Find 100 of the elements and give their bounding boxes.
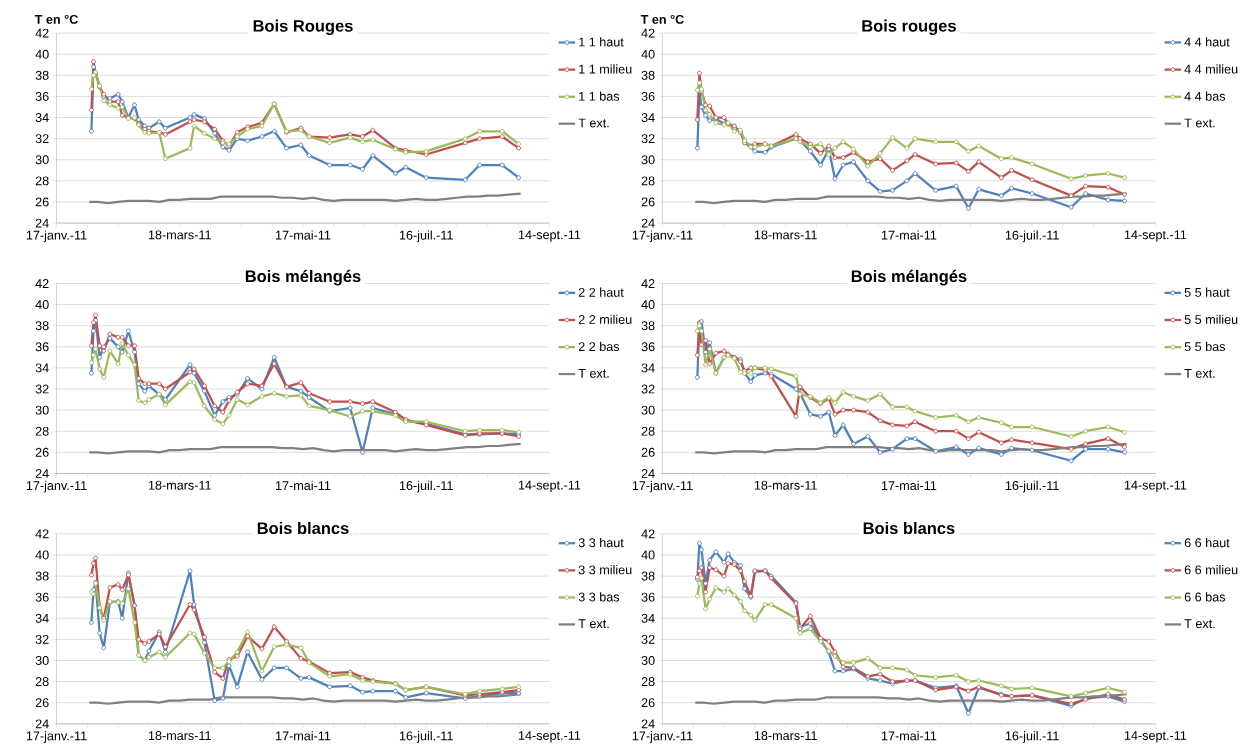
legend-label: 6 6 bas: [1184, 592, 1226, 602]
y-axis-title: T en °C: [34, 14, 78, 24]
y-tick-label: 28: [641, 426, 655, 436]
x-tick-label: 18-mars-11: [148, 230, 211, 240]
x-tick-label: 17-mai-11: [881, 480, 937, 490]
y-tick-label: 34: [35, 113, 49, 122]
x-tick-label: 17-janv.-11: [632, 230, 693, 243]
y-tick-label: 30: [35, 655, 49, 665]
x-tick-label: 18-mars-11: [148, 731, 211, 741]
x-tick-label: 14-sept.-11: [1124, 480, 1187, 493]
y-tick-label: 38: [641, 321, 655, 331]
y-tick-label: 42: [641, 529, 655, 539]
legend-label: 2 2 milieu: [578, 314, 632, 324]
y-tick-label: 36: [641, 91, 655, 101]
x-tick-label: 14-sept.-11: [518, 731, 581, 743]
x-tick-label: 17-mai-11: [881, 731, 937, 741]
y-tick-label: 28: [35, 426, 49, 436]
x-tick-label: 17-janv.-11: [26, 731, 87, 743]
y-tick-label: 32: [35, 134, 49, 144]
y-tick-label: 24: [35, 218, 49, 228]
legend-label: 2 2 haut: [578, 287, 624, 297]
y-tick-label: 24: [35, 469, 49, 478]
y-tick-label: 28: [35, 176, 49, 186]
y-tick-label: 24: [641, 469, 655, 478]
x-tick-label: 16-juil.-11: [399, 480, 453, 493]
legend-label: 5 5 haut: [1184, 287, 1230, 297]
legend-label: 3 3 haut: [578, 537, 624, 548]
y-tick-label: 32: [641, 134, 655, 144]
y-tick-label: 36: [641, 592, 655, 602]
legend-label: 3 3 bas: [578, 592, 620, 602]
legend-label: T ext.: [1184, 368, 1215, 378]
y-tick-label: 34: [641, 613, 655, 623]
x-tick-label: 16-juil.-11: [1005, 731, 1059, 743]
y-tick-label: 26: [641, 698, 655, 708]
x-tick-label: 18-mars-11: [754, 480, 817, 490]
chart-title: Bois blancs: [257, 521, 349, 535]
x-tick-label: 17-mai-11: [276, 480, 331, 490]
y-tick-label: 40: [35, 49, 49, 59]
x-tick-label: 17-mai-11: [276, 230, 331, 240]
y-tick-label: 40: [641, 49, 655, 59]
y-tick-label: 28: [641, 677, 655, 687]
legend-label: 1 1 bas: [579, 91, 620, 101]
y-tick-label: 30: [35, 155, 49, 165]
y-tick-label: 34: [35, 363, 49, 373]
legend-label: T ext.: [578, 118, 609, 128]
x-tick-label: 17-janv.-11: [632, 731, 693, 743]
chart-title: Bois rouges: [862, 19, 956, 35]
y-tick-label: 26: [641, 447, 655, 457]
y-tick-label: 42: [641, 28, 655, 38]
y-tick-label: 36: [35, 91, 49, 101]
legend-label: 6 6 haut: [1184, 537, 1230, 548]
y-tick-label: 36: [35, 592, 49, 602]
legend-label: 5 5 bas: [1184, 341, 1226, 352]
y-tick-label: 32: [641, 634, 655, 644]
y-tick-label: 24: [641, 719, 655, 729]
x-tick-label: 18-mars-11: [754, 230, 817, 240]
y-tick-label: 32: [35, 634, 49, 644]
x-tick-label: 18-mars-11: [754, 731, 817, 741]
y-tick-label: 42: [35, 529, 49, 539]
chart-title: Bois Rouges: [253, 19, 353, 35]
y-tick-label: 24: [35, 719, 49, 729]
chart-title: Bois mélangés: [245, 269, 361, 286]
y-tick-label: 40: [35, 550, 49, 560]
y-tick-label: 42: [35, 28, 49, 38]
x-tick-label: 14-sept.-11: [1124, 230, 1187, 242]
y-tick-label: 26: [35, 698, 49, 708]
legend-label: 4 4 bas: [1184, 91, 1226, 101]
x-tick-label: 16-juil.-11: [1005, 480, 1059, 493]
chart-title: Bois mélangés: [851, 269, 967, 286]
y-tick-label: 40: [641, 550, 655, 560]
y-tick-label: 40: [35, 300, 49, 310]
legend-label: 1 1 haut: [579, 37, 624, 47]
y-tick-label: 30: [641, 405, 655, 415]
x-tick-label: 17-mai-11: [276, 731, 331, 741]
legend-label: 5 5 milieu: [1184, 314, 1238, 324]
y-tick-label: 28: [641, 176, 655, 186]
legend-label: T ext.: [578, 368, 609, 378]
y-tick-label: 42: [641, 279, 655, 288]
y-tick-label: 28: [35, 677, 49, 687]
y-tick-label: 26: [35, 197, 49, 207]
y-tick-label: 38: [641, 70, 655, 80]
x-tick-label: 16-juil.-11: [1005, 230, 1059, 243]
x-tick-label: 17-mai-11: [881, 230, 937, 240]
x-tick-label: 18-mars-11: [148, 480, 211, 490]
y-tick-label: 32: [641, 384, 655, 394]
legend-label: 4 4 haut: [1184, 37, 1230, 47]
y-tick-label: 38: [35, 321, 49, 331]
x-tick-label: 17-janv.-11: [26, 480, 87, 493]
y-tick-label: 26: [35, 447, 49, 457]
x-tick-label: 14-sept.-11: [518, 480, 581, 493]
y-tick-label: 32: [35, 384, 49, 394]
legend-label: 2 2 bas: [578, 341, 620, 352]
y-tick-label: 30: [35, 405, 49, 415]
y-tick-label: 38: [35, 70, 49, 80]
y-tick-label: 36: [35, 342, 49, 352]
y-tick-label: 30: [641, 655, 655, 665]
y-tick-label: 24: [641, 218, 655, 228]
y-tick-label: 30: [641, 155, 655, 165]
x-tick-label: 17-janv.-11: [26, 230, 87, 243]
y-tick-label: 26: [641, 197, 655, 207]
